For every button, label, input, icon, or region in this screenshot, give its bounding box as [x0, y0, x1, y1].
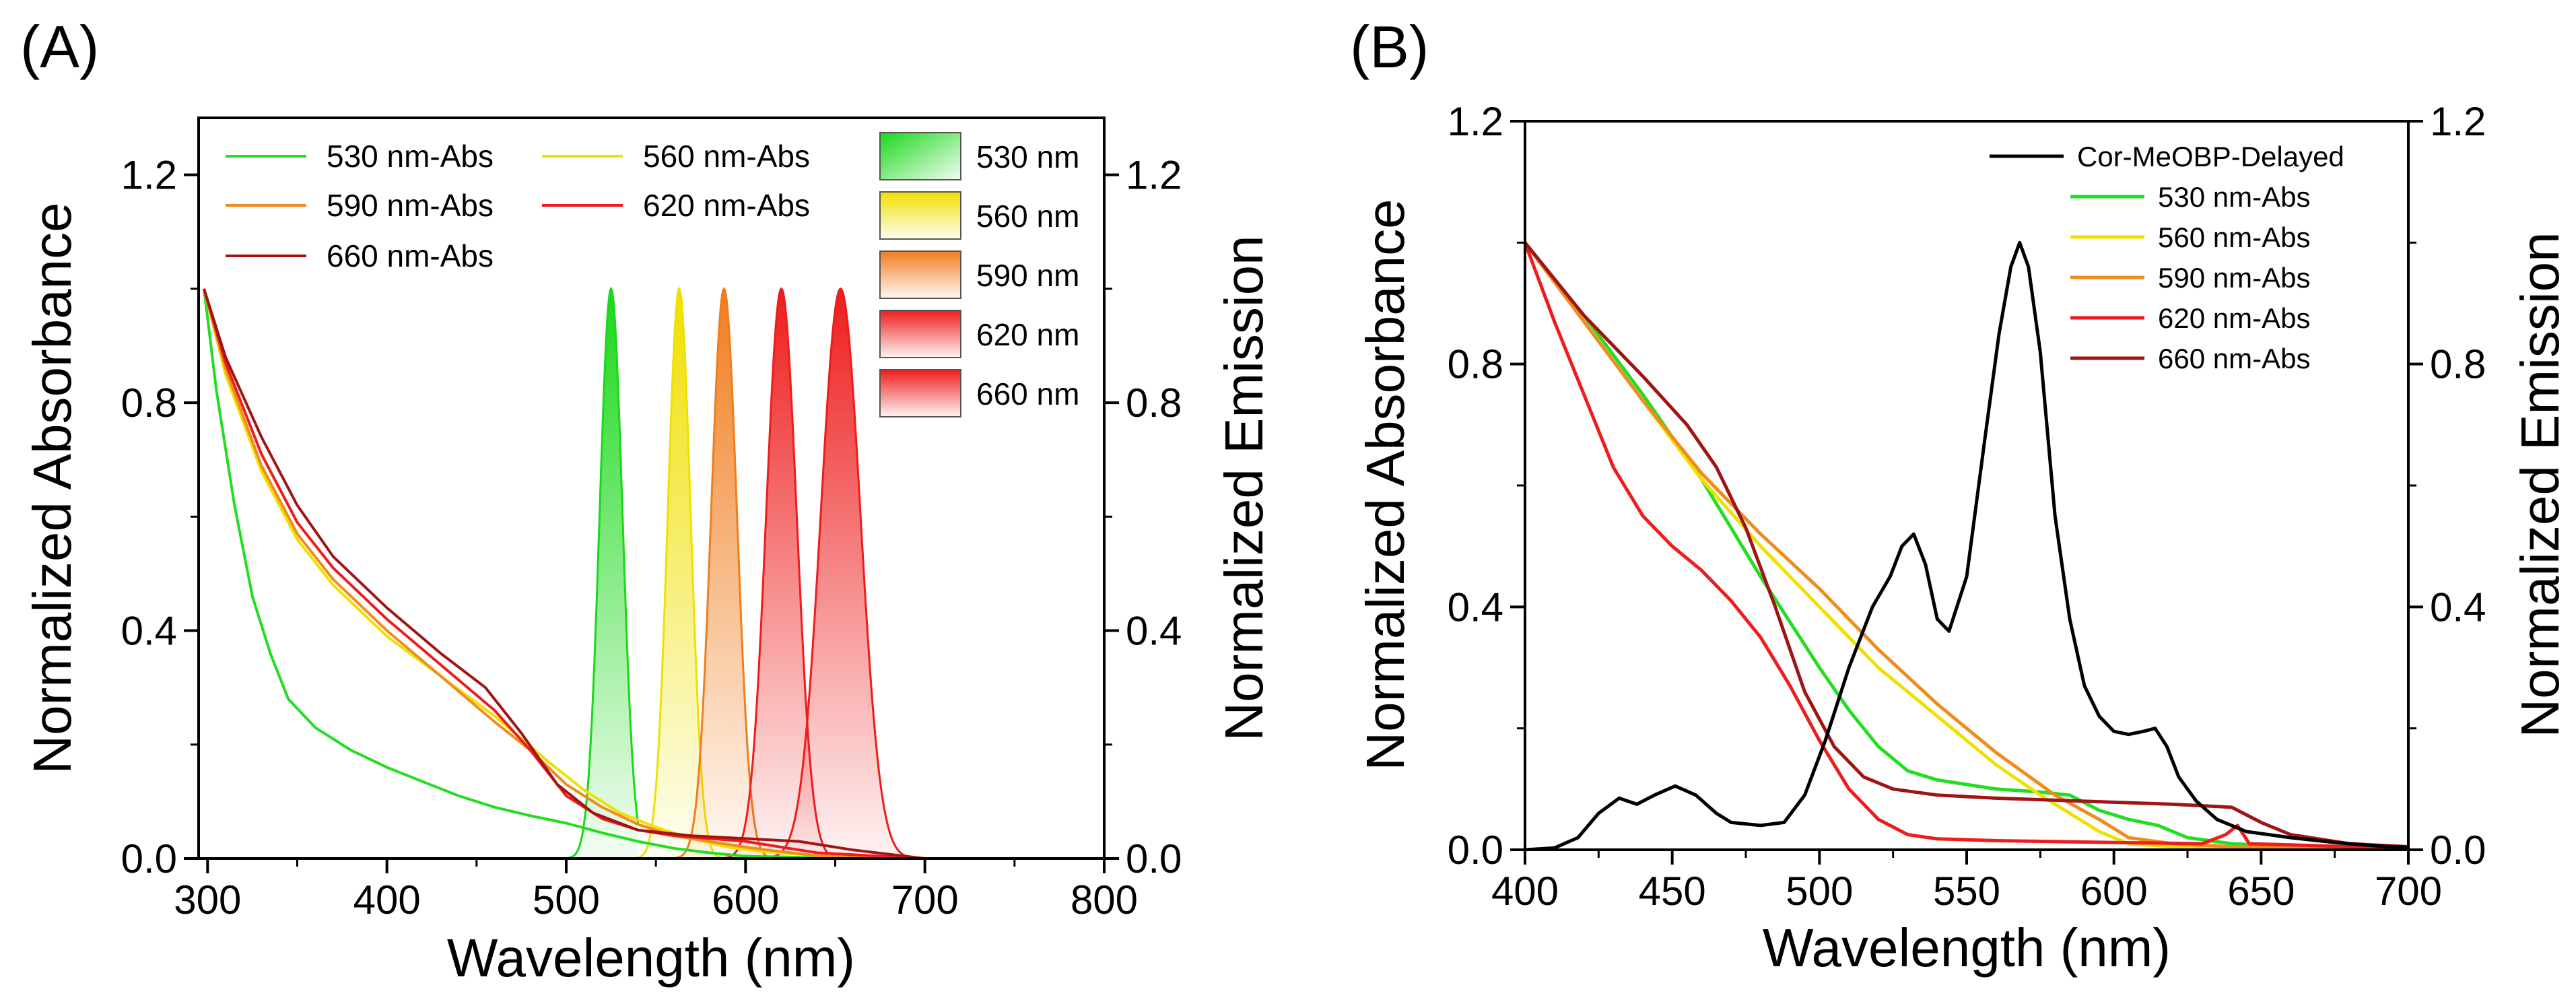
- y-tick-label-left-b-0.8: 0.8: [1448, 342, 1503, 387]
- abs-line-660-nm-abs: [203, 288, 1006, 859]
- x-tick-label-a-500: 500: [533, 877, 600, 922]
- x-tick-label-b-650: 650: [2227, 869, 2295, 914]
- x-tick-label-a-600: 600: [712, 877, 779, 922]
- emission-line-660-nm: [351, 287, 1006, 859]
- y-axis-title-left-a: Normalized Absorbance: [22, 202, 82, 774]
- line-b-590-nm-abs: [1525, 241, 2408, 850]
- y-axis-title-right-a: Normalized Emission: [1214, 235, 1274, 741]
- legend-label-a-590-nm-em: 590 nm: [976, 258, 1079, 293]
- abs-line-530-nm-abs: [203, 288, 1006, 859]
- y-tick-label-right-a-0.8: 0.8: [1126, 380, 1182, 426]
- legend-label-a-590-nm-abs: 590 nm-Abs: [327, 188, 494, 223]
- x-tick-label-b-500: 500: [1786, 869, 1853, 914]
- legend-label-a-530-nm-abs: 530 nm-Abs: [327, 139, 494, 174]
- y-tick-label-right-a-0.4: 0.4: [1126, 609, 1182, 654]
- legend-label-b-530-nm-abs: 530 nm-Abs: [2158, 181, 2310, 213]
- x-axis-title-b: Wavelength (nm): [1763, 918, 2171, 978]
- line-b-cor-meobp-delayed: [1525, 240, 2408, 850]
- y-tick-label-left-b-0.4: 0.4: [1448, 584, 1503, 630]
- y-tick-label-left-a-1.2: 1.2: [121, 153, 177, 198]
- ticks-a: 300 400 500 600 700 8000.00.40.81.20.00.40.81…: [121, 153, 1182, 922]
- x-tick-label-a-400: 400: [353, 877, 421, 922]
- x-tick-label-b-400: 400: [1491, 869, 1559, 914]
- emission-fill-530-nm: [560, 289, 638, 859]
- plot-frame-a: [197, 116, 1106, 860]
- legend-label-b-590-nm-abs: 590 nm-Abs: [2158, 262, 2310, 294]
- legend-label-b-660-nm-abs: 660 nm-Abs: [2158, 343, 2310, 374]
- legend-swatch-a-530-nm-em: [879, 132, 961, 180]
- emission-line-530-nm: [351, 286, 639, 859]
- series-layer-b: [1525, 240, 2408, 850]
- legend-swatch-a-560-nm-em: [879, 191, 961, 240]
- x-tick-label-a-700: 700: [891, 877, 959, 922]
- legend-label-a-530-nm-em: 530 nm: [976, 139, 1079, 174]
- y-tick-label-right-b-1.2: 1.2: [2430, 99, 2486, 144]
- y-tick-label-right-a-0.0: 0.0: [1126, 836, 1182, 881]
- panel-b: 400 450 500 550 600 650 7000.00.40.81.20.00.40…: [1355, 99, 2570, 978]
- y-axis-title-left-b: Normalized Absorbance: [1355, 199, 1415, 770]
- emission-fill-590-nm: [665, 288, 782, 859]
- abs-line-620-nm-abs: [203, 288, 1006, 859]
- abs-line-560-nm-abs: [203, 288, 1006, 859]
- legend-label-b-cor-meobp-delayed: Cor-MeOBP-Delayed: [2077, 141, 2344, 172]
- emission-fill-620-nm: [712, 289, 850, 859]
- x-tick-label-a-800: 800: [1071, 877, 1138, 922]
- ticks-b: 400 450 500 550 600 650 7000.00.40.81.20.00.40…: [1448, 99, 2486, 914]
- emission-fill-560-nm: [628, 289, 731, 859]
- x-tick-label-b-550: 550: [1933, 869, 2000, 914]
- legend-label-a-620-nm-abs: 620 nm-Abs: [643, 188, 810, 223]
- line-b-530-nm-abs: [1525, 241, 2408, 850]
- y-tick-label-right-b-0.0: 0.0: [2430, 828, 2486, 873]
- abs-line-590-nm-abs: [203, 288, 1006, 859]
- y-tick-label-left-b-0.0: 0.0: [1448, 828, 1503, 873]
- x-tick-label-a-300: 300: [174, 877, 241, 922]
- legend-label-a-560-nm-abs: 560 nm-Abs: [643, 139, 810, 174]
- legend-b: Cor-MeOBP-Delayed 530 nm-Abs 560 nm-Abs 590…: [1990, 141, 2344, 374]
- panel-label-b: (B): [1350, 13, 1429, 80]
- legend-swatch-a-620-nm-em: [879, 310, 961, 358]
- panel-label-a: (A): [20, 13, 99, 80]
- absorbance-layer-a: [203, 288, 1006, 859]
- panel-a: 300 400 500 600 700 8000.00.40.81.20.00.40.81…: [22, 116, 1274, 988]
- x-tick-label-b-600: 600: [2080, 869, 2148, 914]
- y-tick-label-left-a-0.0: 0.0: [121, 836, 177, 881]
- y-axis-title-right-b: Normalized Emission: [2510, 232, 2570, 737]
- legend-label-a-660-nm-em: 660 nm: [976, 376, 1079, 411]
- legend-label-a-560-nm-em: 560 nm: [976, 199, 1079, 234]
- legend-a: 530 nm-Abs 560 nm-Abs 590 nm-Abs 620 nm-Abs…: [226, 132, 1079, 417]
- legend-label-a-620-nm-em: 620 nm: [976, 317, 1079, 352]
- line-b-660-nm-abs: [1525, 241, 2408, 848]
- y-tick-label-left-b-1.2: 1.2: [1448, 99, 1503, 144]
- x-tick-label-b-450: 450: [1639, 869, 1706, 914]
- legend-label-a-660-nm-abs: 660 nm-Abs: [327, 238, 494, 273]
- y-tick-label-left-a-0.4: 0.4: [121, 609, 177, 654]
- x-tick-label-b-700: 700: [2375, 869, 2442, 914]
- x-axis-title-a: Wavelength (nm): [447, 928, 855, 988]
- y-tick-label-right-b-0.8: 0.8: [2430, 342, 2486, 387]
- legend-swatch-a-660-nm-em: [879, 369, 961, 417]
- emission-line-560-nm: [351, 286, 1006, 859]
- y-tick-label-right-b-0.4: 0.4: [2430, 584, 2486, 630]
- y-tick-label-right-a-1.2: 1.2: [1126, 153, 1182, 198]
- legend-label-b-560-nm-abs: 560 nm-Abs: [2158, 222, 2310, 253]
- emission-fill-660-nm: [751, 289, 929, 859]
- legend-swatch-a-590-nm-em: [879, 250, 961, 299]
- y-tick-label-left-a-0.8: 0.8: [121, 380, 177, 426]
- legend-label-b-620-nm-abs: 620 nm-Abs: [2158, 302, 2310, 334]
